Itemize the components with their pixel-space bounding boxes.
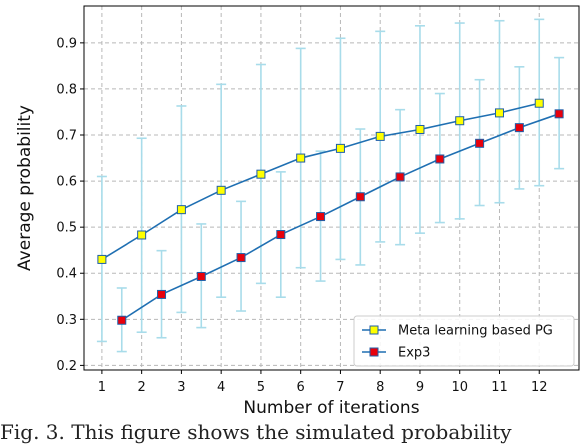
legend: Meta learning based PG Exp3 xyxy=(353,315,575,367)
y-tick-label: 0.5 xyxy=(56,221,77,236)
legend-marker xyxy=(369,347,379,357)
y-axis-label: Average probability xyxy=(15,105,35,271)
data-point xyxy=(316,212,326,222)
data-point xyxy=(335,143,345,153)
data-point xyxy=(256,169,266,179)
data-point xyxy=(236,253,246,263)
data-point xyxy=(415,124,425,134)
data-point xyxy=(117,315,127,325)
x-tick-label: 2 xyxy=(138,380,146,395)
data-point xyxy=(137,230,147,240)
x-tick-label: 10 xyxy=(451,380,468,395)
legend-marker xyxy=(369,325,379,335)
data-point xyxy=(475,138,485,148)
axis-ticks: 1 2 3 4 5 6 7 8 9 10 11 120.20.30.40.50.60.70.80.9 xyxy=(56,36,547,395)
data-point xyxy=(455,116,465,126)
series-line-1 xyxy=(121,113,560,321)
data-point xyxy=(97,254,107,264)
plot-area-frame xyxy=(83,5,580,371)
series-line-0 xyxy=(101,102,540,261)
y-tick-label: 0.6 xyxy=(56,175,77,190)
data-point xyxy=(196,271,206,281)
data-points xyxy=(97,98,564,325)
x-tick-label: 6 xyxy=(297,380,305,395)
figure-caption: Fig. 3. This figure shows the simulated … xyxy=(0,420,512,444)
data-point xyxy=(375,131,385,141)
legend-label: Meta learning based PG xyxy=(398,324,553,339)
y-tick-label: 0.7 xyxy=(56,129,77,144)
error-bars xyxy=(96,18,565,353)
y-tick-label: 0.9 xyxy=(56,36,77,51)
x-tick-label: 8 xyxy=(376,380,384,395)
x-tick-label: 12 xyxy=(531,380,548,395)
data-point xyxy=(176,205,186,215)
x-tick-label: 5 xyxy=(257,380,265,395)
x-tick-label: 4 xyxy=(217,380,225,395)
grid-lines xyxy=(84,6,579,370)
legend-box xyxy=(353,315,575,367)
line-chart: 1 2 3 4 5 6 7 8 9 10 11 120.20.30.40.50.60.70.80.9 … xyxy=(15,5,580,418)
data-point xyxy=(276,230,286,240)
x-tick-label: 1 xyxy=(98,380,106,395)
data-point xyxy=(534,98,544,108)
y-tick-label: 0.4 xyxy=(56,267,77,282)
x-tick-label: 7 xyxy=(336,380,344,395)
data-point xyxy=(494,108,504,118)
series-lines xyxy=(101,102,560,321)
data-point xyxy=(395,172,405,182)
data-point xyxy=(157,289,167,299)
data-point xyxy=(514,123,524,133)
y-tick-label: 0.2 xyxy=(56,359,77,374)
data-point xyxy=(216,185,226,195)
data-point xyxy=(554,109,564,119)
data-point xyxy=(296,153,306,163)
y-tick-label: 0.3 xyxy=(56,313,77,328)
data-point xyxy=(355,192,365,202)
x-tick-label: 9 xyxy=(416,380,424,395)
y-tick-label: 0.8 xyxy=(56,82,77,97)
x-tick-label: 11 xyxy=(491,380,508,395)
x-axis-label: Number of iterations xyxy=(243,398,419,418)
legend-label: Exp3 xyxy=(398,346,430,361)
data-point xyxy=(435,154,445,164)
x-tick-label: 3 xyxy=(177,380,185,395)
